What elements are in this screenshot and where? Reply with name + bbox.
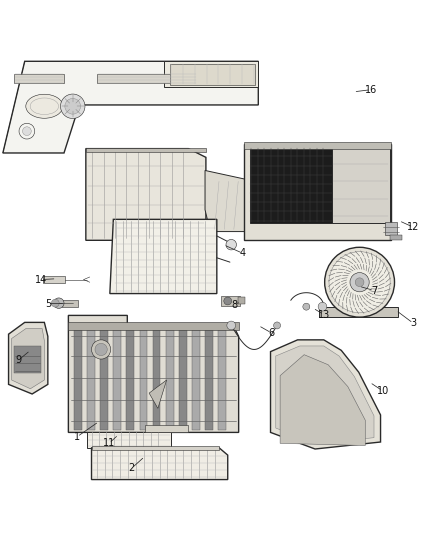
- Text: 14: 14: [35, 274, 47, 285]
- Polygon shape: [14, 74, 64, 83]
- Polygon shape: [244, 142, 392, 149]
- Circle shape: [53, 298, 64, 309]
- Polygon shape: [244, 144, 392, 240]
- Circle shape: [65, 99, 81, 114]
- Polygon shape: [3, 61, 258, 153]
- Polygon shape: [68, 316, 239, 432]
- Text: 10: 10: [377, 386, 389, 396]
- Polygon shape: [152, 330, 160, 430]
- Polygon shape: [43, 276, 65, 282]
- Polygon shape: [74, 330, 82, 430]
- Polygon shape: [100, 330, 108, 430]
- Polygon shape: [145, 425, 188, 432]
- Circle shape: [303, 303, 310, 310]
- Text: 9: 9: [15, 356, 21, 365]
- Polygon shape: [250, 147, 332, 223]
- Text: 2: 2: [128, 463, 135, 473]
- Polygon shape: [110, 220, 217, 294]
- Text: 5: 5: [45, 298, 51, 309]
- Text: 7: 7: [371, 286, 377, 295]
- Text: 6: 6: [268, 328, 275, 338]
- Polygon shape: [149, 380, 166, 408]
- Text: 16: 16: [365, 85, 377, 95]
- Circle shape: [60, 94, 85, 118]
- Polygon shape: [205, 330, 213, 430]
- Circle shape: [329, 252, 390, 313]
- Polygon shape: [179, 330, 187, 430]
- Text: 11: 11: [103, 438, 115, 448]
- Circle shape: [22, 127, 31, 135]
- Polygon shape: [170, 64, 255, 85]
- Text: 12: 12: [407, 222, 420, 232]
- Polygon shape: [271, 340, 381, 449]
- Circle shape: [350, 272, 369, 292]
- Polygon shape: [87, 432, 171, 448]
- Text: 8: 8: [231, 300, 237, 310]
- Polygon shape: [68, 322, 239, 330]
- Polygon shape: [12, 328, 44, 389]
- Circle shape: [355, 278, 364, 287]
- Polygon shape: [92, 448, 228, 480]
- Text: 1: 1: [74, 432, 80, 442]
- Polygon shape: [192, 330, 200, 430]
- Polygon shape: [92, 446, 219, 450]
- Polygon shape: [319, 306, 398, 317]
- Polygon shape: [390, 235, 403, 240]
- Polygon shape: [238, 297, 245, 304]
- Polygon shape: [62, 300, 78, 306]
- Polygon shape: [166, 330, 173, 430]
- Polygon shape: [113, 330, 121, 430]
- Text: 4: 4: [240, 248, 246, 259]
- Circle shape: [51, 299, 59, 307]
- Polygon shape: [97, 74, 197, 83]
- Circle shape: [318, 302, 327, 311]
- Polygon shape: [385, 222, 397, 235]
- Circle shape: [226, 239, 237, 250]
- Polygon shape: [86, 149, 206, 240]
- Circle shape: [224, 297, 232, 305]
- Polygon shape: [218, 330, 226, 430]
- Polygon shape: [86, 148, 206, 152]
- Circle shape: [325, 247, 395, 317]
- Polygon shape: [140, 330, 148, 430]
- Circle shape: [92, 340, 111, 359]
- Polygon shape: [332, 147, 390, 223]
- Polygon shape: [205, 171, 245, 231]
- Polygon shape: [14, 346, 41, 374]
- Ellipse shape: [26, 94, 63, 118]
- Circle shape: [95, 343, 107, 356]
- Polygon shape: [164, 61, 258, 87]
- Circle shape: [227, 321, 236, 330]
- Polygon shape: [127, 330, 134, 430]
- Polygon shape: [87, 330, 95, 430]
- Polygon shape: [276, 346, 374, 444]
- Polygon shape: [9, 322, 48, 394]
- Polygon shape: [221, 296, 240, 306]
- Text: 3: 3: [410, 318, 417, 328]
- Circle shape: [274, 322, 281, 329]
- Polygon shape: [280, 354, 365, 446]
- Text: 13: 13: [318, 310, 330, 319]
